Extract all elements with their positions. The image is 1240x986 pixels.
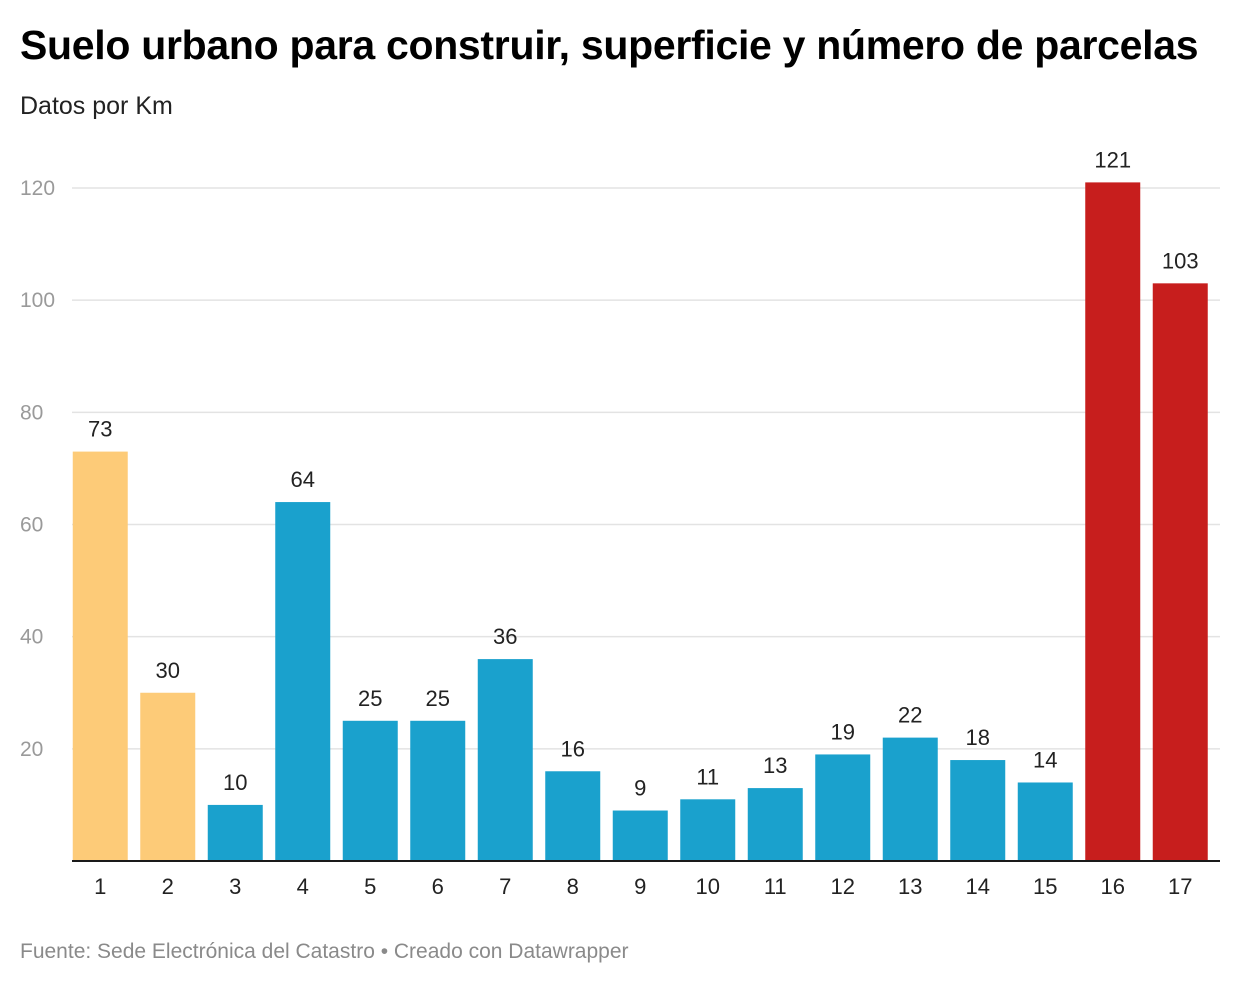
data-label-13: 22 [898, 703, 922, 728]
x-tick-label-2: 2 [162, 874, 174, 899]
gridlines [72, 187, 1220, 750]
bar-9[interactable] [612, 810, 668, 861]
x-tick-label-8: 8 [567, 874, 579, 899]
x-tick-label-9: 9 [634, 874, 646, 899]
x-tick-label-10: 10 [696, 874, 720, 899]
bars [72, 182, 1208, 861]
data-label-10: 11 [696, 764, 719, 789]
x-tick-label-16: 16 [1101, 874, 1125, 899]
data-label-3: 10 [223, 770, 247, 795]
bar-7[interactable] [477, 659, 533, 861]
bar-15[interactable] [1017, 782, 1073, 861]
x-tick-label-12: 12 [831, 874, 855, 899]
bar-14[interactable] [950, 760, 1006, 861]
source-footer: Fuente: Sede Electrónica del Catastro • … [20, 940, 629, 963]
data-label-6: 25 [426, 686, 450, 711]
data-label-2: 30 [156, 658, 180, 683]
x-tick-label-4: 4 [297, 874, 309, 899]
bar-12[interactable] [815, 754, 871, 861]
bar-4[interactable] [275, 502, 331, 861]
bar-10[interactable] [680, 799, 736, 861]
bar-17[interactable] [1152, 283, 1208, 861]
y-tick-label-120: 120 [20, 177, 55, 200]
data-label-11: 13 [763, 753, 787, 778]
y-tick-label-20: 20 [20, 738, 43, 761]
x-tick-label-13: 13 [898, 874, 922, 899]
y-tick-label-80: 80 [20, 401, 43, 424]
data-label-14: 18 [966, 725, 990, 750]
bar-6[interactable] [410, 720, 466, 861]
data-label-5: 25 [358, 686, 382, 711]
x-tick-label-15: 15 [1033, 874, 1057, 899]
bar-5[interactable] [342, 720, 398, 861]
y-tick-label-60: 60 [20, 514, 43, 537]
data-labels: 73 30 10 64 25 25 36 16 9 11 13 19 22 18 14 121 103 [88, 147, 1199, 800]
data-label-16: 121 [1094, 147, 1131, 172]
bar-2[interactable] [140, 692, 196, 861]
data-label-7: 36 [493, 624, 517, 649]
data-label-12: 19 [831, 719, 855, 744]
data-label-8: 16 [561, 736, 585, 761]
x-tick-label-11: 11 [764, 874, 787, 899]
x-tick-label-6: 6 [432, 874, 444, 899]
bar-1[interactable] [72, 451, 128, 861]
chart-subtitle: Datos por Km [20, 92, 173, 120]
chart-title: Suelo urbano para construir, superficie … [20, 22, 1199, 68]
y-tick-label-40: 40 [20, 626, 43, 649]
y-tick-label-100: 100 [20, 289, 55, 312]
bar-11[interactable] [747, 788, 803, 861]
data-label-15: 14 [1033, 747, 1057, 772]
bar-16[interactable] [1085, 182, 1141, 861]
x-tick-label-3: 3 [229, 874, 241, 899]
data-label-17: 103 [1162, 248, 1199, 273]
x-tick-label-14: 14 [966, 874, 990, 899]
data-label-1: 73 [88, 417, 112, 442]
bar-3[interactable] [207, 804, 263, 861]
x-tick-label-7: 7 [499, 874, 511, 899]
data-label-4: 64 [291, 467, 315, 492]
bar-13[interactable] [882, 737, 938, 861]
x-tick-label-1: 1 [94, 874, 106, 899]
bar-8[interactable] [545, 771, 601, 861]
x-tick-label-5: 5 [364, 874, 376, 899]
x-tick-label-17: 17 [1168, 874, 1192, 899]
data-label-9: 9 [634, 776, 646, 801]
